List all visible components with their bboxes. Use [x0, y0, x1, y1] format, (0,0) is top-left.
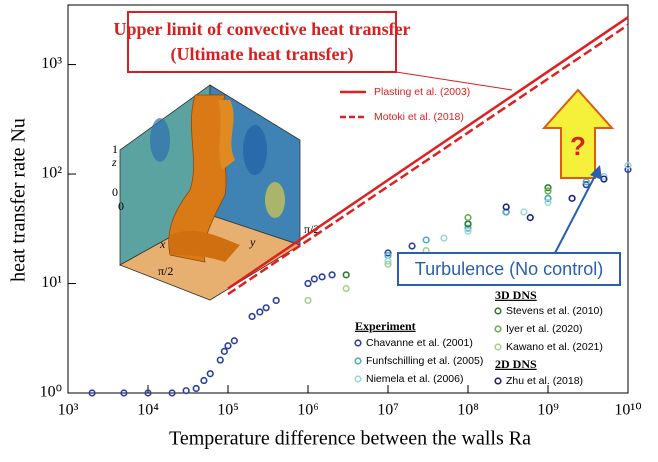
- data-point: [232, 338, 238, 344]
- data-point: [201, 378, 207, 384]
- x-tick-label: 10⁷: [377, 402, 399, 419]
- legend-label: Niemela et al. (2006): [366, 373, 463, 385]
- annotation: ?: [570, 131, 586, 161]
- inset-label: 0: [118, 199, 124, 213]
- data-point: [343, 272, 349, 278]
- x-tick-label: 10¹⁰: [614, 402, 641, 419]
- inset-label: 0: [112, 185, 118, 199]
- x-tick-label: 10⁸: [457, 402, 479, 419]
- legend-label: Zhu et al. (2018): [506, 375, 583, 387]
- data-point: [305, 281, 311, 287]
- y-axis-label: heat transfer rate Nu: [8, 118, 30, 282]
- data-point: [329, 272, 335, 278]
- legend-label: Kawano et al. (2021): [506, 341, 603, 353]
- data-point: [423, 237, 429, 243]
- data-point: [312, 276, 318, 282]
- data-point: [207, 371, 213, 377]
- inset-label: π/2: [158, 264, 173, 278]
- legend-group: 2D DNS: [495, 357, 537, 371]
- data-point: [569, 196, 575, 202]
- legend-label: Funfschilling et al. (2005): [366, 355, 483, 367]
- data-point: [193, 386, 199, 392]
- annotation: Upper limit of convective heat transfer: [113, 19, 410, 39]
- data-point: [257, 309, 263, 315]
- x-tick-label: 10⁶: [297, 402, 319, 419]
- inset-label: 1: [112, 142, 118, 156]
- data-point: [343, 286, 349, 292]
- data-point: [441, 235, 447, 241]
- legend-label: Chavanne et al. (2001): [366, 337, 473, 349]
- legend-label: Motoki et al. (2018): [374, 111, 464, 123]
- data-point: [527, 215, 533, 221]
- legend-marker: [355, 340, 361, 346]
- data-point: [222, 349, 228, 355]
- legend-marker: [355, 358, 361, 364]
- data-point: [249, 314, 255, 320]
- pointer: [555, 172, 597, 253]
- data-point: [521, 209, 527, 215]
- legend-label: Stevens et al. (2010): [506, 305, 603, 317]
- annotation: (Ultimate heat transfer): [171, 44, 354, 65]
- x-tick-label: 10⁴: [137, 402, 159, 419]
- inset: [120, 85, 300, 300]
- inset-label: z: [111, 155, 117, 169]
- y-tick-label: 10³: [41, 55, 62, 72]
- legend-group: Experiment: [355, 319, 416, 333]
- legend-marker: [495, 326, 501, 332]
- data-point: [465, 215, 471, 221]
- y-tick-label: 10²: [41, 165, 62, 182]
- legend-marker: [355, 376, 361, 382]
- x-axis-label: Temperature difference between the walls…: [169, 428, 531, 450]
- y-tick-label: 10⁰: [40, 384, 62, 401]
- legend-group: 3D DNS: [495, 288, 537, 302]
- annotation: Turbulence (No control): [415, 259, 603, 279]
- legend-marker: [495, 344, 501, 350]
- data-point: [409, 243, 415, 249]
- inset-label: x: [159, 237, 166, 251]
- legend-marker: [495, 308, 501, 314]
- legend-marker: [495, 378, 501, 384]
- x-tick-label: 10⁵: [217, 402, 239, 419]
- x-tick-label: 10³: [58, 402, 79, 419]
- y-tick-label: 10¹: [41, 274, 62, 291]
- data-point: [225, 343, 231, 349]
- chart: Temperature difference between the walls…: [0, 0, 658, 462]
- legend-label: Iyer et al. (2020): [506, 323, 582, 335]
- x-tick-label: 10⁹: [537, 402, 559, 419]
- data-point: [319, 274, 325, 280]
- legend-label: Plasting et al. (2003): [374, 86, 470, 98]
- data-point: [273, 298, 279, 304]
- inset-label: y: [249, 235, 256, 249]
- data-point: [305, 298, 311, 304]
- data-point: [217, 357, 223, 363]
- data-point: [263, 305, 269, 311]
